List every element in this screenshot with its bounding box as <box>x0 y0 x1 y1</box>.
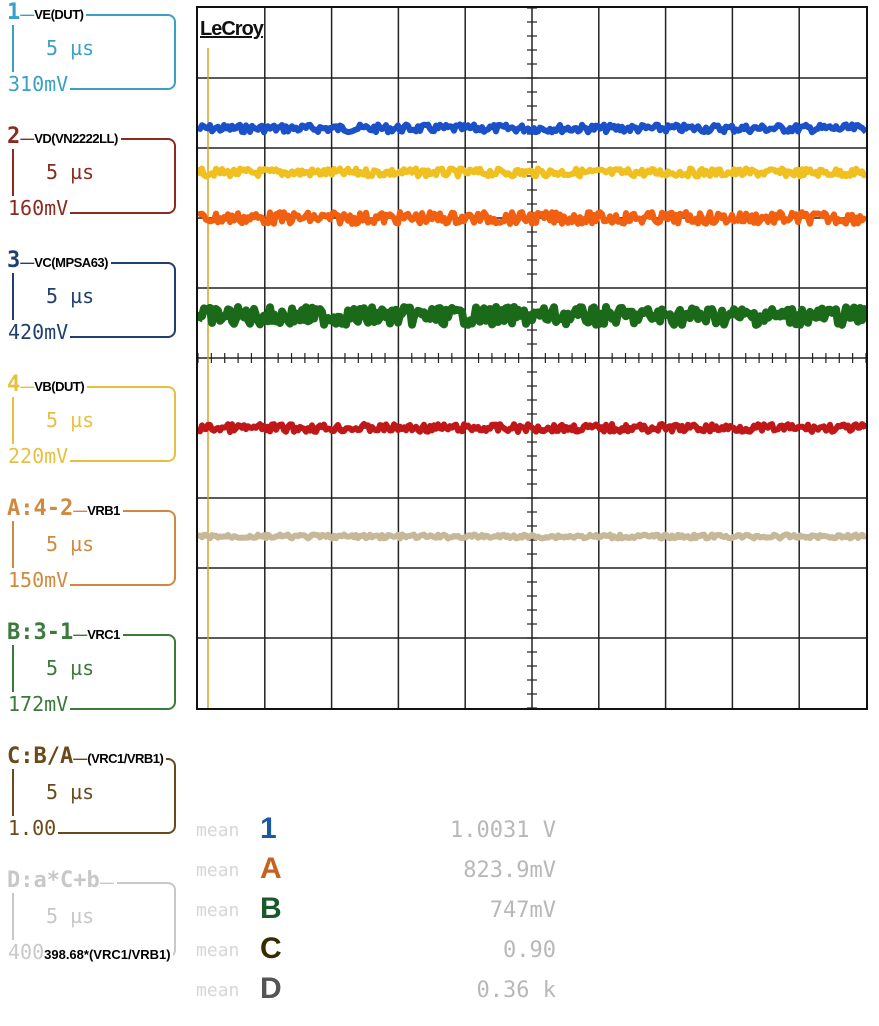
measurement-channel: C <box>260 932 282 965</box>
volts-per-div-value: 1.00 <box>8 816 57 840</box>
channel-title: 1—VE(DUT) <box>4 0 87 25</box>
channel-id: B <box>7 620 21 645</box>
channel-id: 3 <box>7 248 21 273</box>
time-per-div: 5 µs <box>46 284 95 308</box>
measurement-label: mean <box>196 860 240 881</box>
channel-title: C:B/A—(VRC1/VRB1) <box>4 744 167 769</box>
channel-id: A <box>7 496 21 521</box>
scope-screen: LeCroy <box>196 6 868 710</box>
channel-id: D <box>7 868 21 893</box>
channel-descriptor-d[interactable]: D:a*C+b— 5 µs 400398.68*(VRC1/VRB1) <box>0 868 190 978</box>
measurement-row: mean C 0.90 <box>196 932 596 970</box>
channel-descriptor-a[interactable]: A:4-2—VRB1 5 µs 150mV <box>0 496 190 606</box>
channel-descriptor-2[interactable]: 2—VD(VN2222LL) 5 µs 160mV <box>0 124 190 234</box>
measurement-value: 747mV <box>489 898 556 923</box>
channel-name: VRB1 <box>87 503 120 518</box>
volts-per-div-value: 160mV <box>8 196 69 220</box>
channel-title: A:4-2—VRB1 <box>4 496 123 521</box>
measurement-label: mean <box>196 820 240 841</box>
trace-B <box>198 303 866 329</box>
time-per-div: 5 µs <box>46 904 95 928</box>
measurement-channel: A <box>260 852 282 885</box>
channel-name: VE(DUT) <box>34 7 84 22</box>
measurement-row: mean 1 1.0031 V <box>196 812 596 850</box>
channel-title: 2—VD(VN2222LL) <box>4 124 121 149</box>
channel-id: C <box>7 744 21 769</box>
trace-1 <box>198 121 866 136</box>
trace-D <box>198 531 866 542</box>
measurement-value: 0.90 <box>503 938 556 963</box>
channel-descriptor-4[interactable]: 4—VB(DUT) 5 µs 220mV <box>0 372 190 482</box>
volts-per-div: 420mV <box>8 320 71 344</box>
volts-per-div-value: 400 <box>8 940 45 964</box>
trace-A <box>198 209 866 227</box>
volts-per-div-value: 420mV <box>8 320 69 344</box>
channel-box <box>12 14 176 90</box>
waveform-display <box>198 8 866 708</box>
time-per-div: 5 µs <box>46 532 95 556</box>
channel-name: VRC1 <box>87 627 120 642</box>
trace-4 <box>198 165 866 180</box>
channel-id: 1 <box>7 0 21 25</box>
time-per-div: 5 µs <box>46 408 95 432</box>
measurement-row: mean A 823.9mV <box>196 852 596 890</box>
time-per-div: 5 µs <box>46 36 95 60</box>
measurement-channel: D <box>260 972 282 1005</box>
channel-ops: :a*C+b <box>20 868 100 893</box>
measurement-value: 0.36 k <box>476 978 556 1003</box>
volts-per-div: 310mV <box>8 72 71 96</box>
volts-per-div: 150mV <box>8 568 71 592</box>
measurement-label: mean <box>196 900 240 921</box>
volts-per-div: 400398.68*(VRC1/VRB1) <box>8 940 173 964</box>
trace-2 <box>198 421 866 435</box>
channel-ops: :B/A <box>20 744 74 769</box>
time-per-div: 5 µs <box>46 160 95 184</box>
channel-name: VC(MPSA63) <box>34 255 108 270</box>
channel-descriptor-b[interactable]: B:3-1—VRC1 5 µs 172mV <box>0 620 190 730</box>
math-expression: 398.68*(VRC1/VRB1) <box>44 947 171 962</box>
channel-descriptor-c[interactable]: C:B/A—(VRC1/VRB1) 5 µs 1.00 <box>0 744 190 854</box>
brand-logo: LeCroy <box>200 18 264 40</box>
channel-title: D:a*C+b— <box>4 868 117 893</box>
channel-id: 2 <box>7 124 21 149</box>
channel-name: (VRC1/VRB1) <box>87 751 164 766</box>
measurement-value: 1.0031 V <box>450 818 556 843</box>
channel-ops: :4-2 <box>20 496 74 521</box>
volts-per-div: 220mV <box>8 444 71 468</box>
volts-per-div-value: 150mV <box>8 568 69 592</box>
channel-ops: :3-1 <box>20 620 74 645</box>
volts-per-div-value: 172mV <box>8 692 69 716</box>
channel-title: 3—VC(MPSA63) <box>4 248 111 273</box>
time-per-div: 5 µs <box>46 780 95 804</box>
channel-name: VD(VN2222LL) <box>34 131 118 146</box>
measurement-row: mean D 0.36 k <box>196 972 596 1010</box>
channel-title: B:3-1—VRC1 <box>4 620 123 645</box>
channel-title: 4—VB(DUT) <box>4 372 88 397</box>
measurement-label: mean <box>196 940 240 961</box>
time-per-div: 5 µs <box>46 656 95 680</box>
measurement-channel: 1 <box>260 812 277 845</box>
measurement-channel: B <box>260 892 282 925</box>
channel-name: VB(DUT) <box>34 379 85 394</box>
volts-per-div: 160mV <box>8 196 71 220</box>
channel-descriptor-3[interactable]: 3—VC(MPSA63) 5 µs 420mV <box>0 248 190 358</box>
measurement-row: mean B 747mV <box>196 892 596 930</box>
measurement-label: mean <box>196 980 240 1001</box>
volts-per-div-value: 220mV <box>8 444 69 468</box>
channel-box <box>12 386 176 462</box>
measurement-value: 823.9mV <box>463 858 556 883</box>
volts-per-div: 172mV <box>8 692 71 716</box>
channel-descriptor-1[interactable]: 1—VE(DUT) 5 µs 310mV <box>0 0 190 110</box>
channel-id: 4 <box>7 372 21 397</box>
volts-per-div: 1.00 <box>8 816 59 840</box>
volts-per-div-value: 310mV <box>8 72 69 96</box>
